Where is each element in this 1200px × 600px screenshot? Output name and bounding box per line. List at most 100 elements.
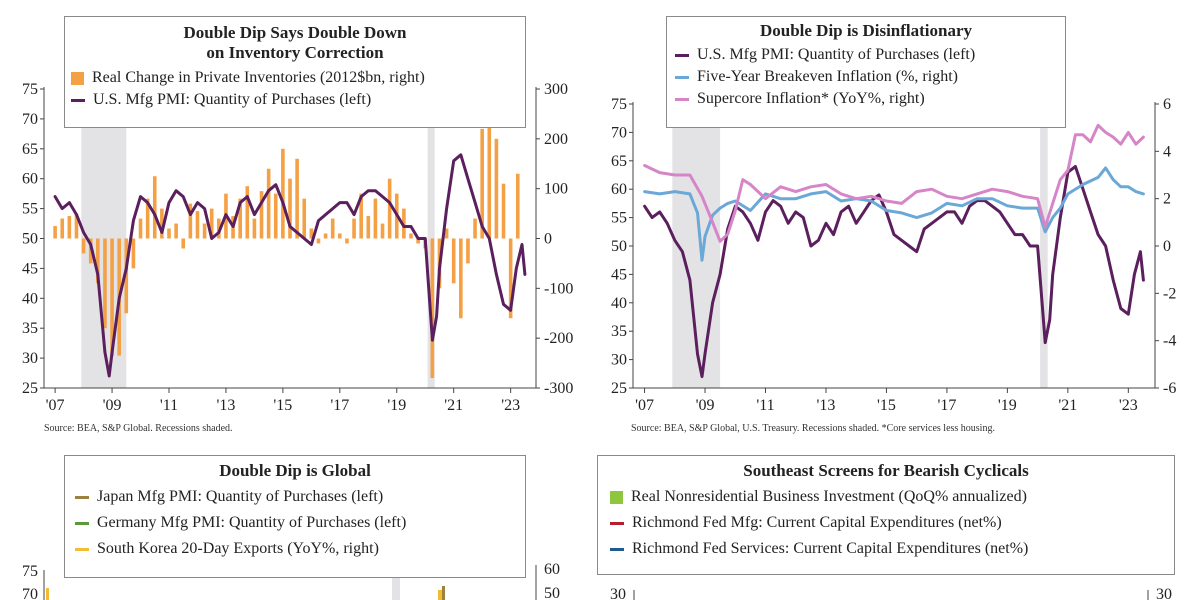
chart1-legend-item-inventories: Real Change in Private Inventories (2012… — [65, 67, 525, 89]
left-tick-label: 25 — [22, 380, 38, 397]
x-tick-label: '07 — [46, 397, 65, 414]
bar-0-12 — [138, 218, 143, 239]
series-line-1 — [53, 153, 527, 378]
pink-line-swatch-icon — [675, 97, 689, 101]
chart4-legend-label-mfg: Richmond Fed Mfg: Current Capital Expend… — [632, 514, 1002, 531]
left-tick-label: 60 — [611, 181, 627, 198]
left-tick-label: 65 — [22, 141, 38, 158]
bar-0-41 — [345, 238, 349, 244]
right-tick-label: -300 — [544, 380, 573, 397]
chart3-recession-shade — [392, 578, 400, 600]
bar-0-11 — [131, 238, 136, 269]
chart4-legend-item-services: Richmond Fed Services: Current Capital E… — [598, 536, 1174, 562]
series-line-2 — [643, 123, 1145, 243]
chart4-right-tick-label: 30 — [1156, 586, 1172, 600]
lime-swatch-icon — [610, 490, 623, 504]
bar-0-18 — [181, 238, 186, 249]
right-tick-label: -4 — [1163, 333, 1176, 350]
left-tick-label: 50 — [611, 238, 627, 255]
bar-0-4 — [81, 238, 86, 254]
x-tick-label: '15 — [877, 397, 896, 414]
bar-0-31 — [273, 193, 278, 239]
bar-0-30 — [266, 168, 271, 239]
bar-0-21 — [202, 223, 207, 239]
right-tick-label: 200 — [544, 131, 568, 148]
bar-0-55 — [444, 228, 449, 239]
bar-0-57 — [459, 238, 463, 319]
chart3-legend-label-japan: Japan Mfg PMI: Quantity of Purchases (le… — [97, 488, 384, 505]
bar-0-38 — [323, 233, 328, 239]
left-tick-label: 30 — [22, 350, 38, 367]
green-line-swatch-icon — [75, 521, 89, 525]
left-tick-label: 30 — [611, 352, 627, 369]
bar-0-64 — [508, 238, 513, 319]
bar-0-47 — [387, 178, 392, 239]
recession-shade — [1040, 104, 1048, 388]
chart2-source: Source: BEA, S&P Global, U.S. Treasury. … — [631, 423, 995, 434]
x-tick-label: '21 — [444, 397, 463, 414]
x-tick-label: '11 — [160, 397, 178, 414]
x-tick-label: '17 — [330, 397, 349, 414]
bar-0-10 — [124, 238, 129, 314]
chart2-legend: Double Dip is Disinflationary U.S. Mfg P… — [666, 16, 1066, 128]
purple-line-swatch-icon — [675, 53, 689, 57]
bar-0-61 — [487, 118, 492, 239]
x-tick-label: '23 — [1119, 397, 1138, 414]
chart2-legend-label-pmi: U.S. Mfg PMI: Quantity of Purchases (lef… — [697, 46, 976, 63]
chart2-legend-item-supercore: Supercore Inflation* (YoY%, right) — [667, 88, 1065, 110]
bar-0-6 — [96, 238, 100, 284]
chart4-title: Southeast Screens for Bearish Cyclicals — [743, 461, 1029, 480]
chart3-legend-item-korea: South Korea 20-Day Exports (YoY%, right) — [65, 536, 525, 562]
x-tick-label: '09 — [103, 397, 122, 414]
bar-0-42 — [352, 218, 356, 239]
bar-0-32 — [281, 148, 285, 239]
chart3-legend-item-japan: Japan Mfg PMI: Quantity of Purchases (le… — [65, 484, 525, 510]
chart4-legend: Southeast Screens for Bearish Cyclicals … — [597, 455, 1175, 575]
right-tick-label: 300 — [544, 81, 568, 98]
bar-0-58 — [466, 238, 470, 264]
bar-0-28 — [252, 218, 257, 239]
blue-line-swatch-icon — [675, 75, 689, 79]
left-tick-label: 75 — [22, 81, 38, 98]
left-tick-label: 45 — [22, 260, 38, 277]
bar-0-20 — [195, 211, 200, 239]
chart-disinflationary: 25 30 35 40 45 50 55 60 65 70 75 -6 -4 -2 0 2 4 6 '07 '09 '1… — [611, 96, 1176, 414]
right-tick-label: 6 — [1163, 96, 1171, 113]
chart-inventory-correction: 25 30 35 40 45 50 55 60 65 70 75 -300 -200 -100 0 100 20… — [22, 81, 573, 414]
right-tick-label: 0 — [544, 231, 552, 248]
bar-0-15 — [160, 208, 164, 239]
chart3-left-tick-label: 70 — [22, 586, 38, 600]
x-tick-label: '13 — [817, 397, 836, 414]
bar-0-14 — [152, 176, 157, 239]
left-tick-label: 55 — [611, 210, 627, 227]
bar-0-19 — [188, 203, 193, 239]
bar-0-7 — [103, 238, 107, 329]
left-tick-label: 40 — [611, 295, 627, 312]
chart-double-dip-global: 75 70 60 50 — [22, 561, 560, 600]
left-tick-label: 35 — [611, 323, 627, 340]
purple-line-swatch-icon — [71, 98, 85, 102]
bar-0-17 — [174, 223, 178, 239]
x-tick-label: '13 — [216, 397, 235, 414]
bar-0-43 — [359, 193, 363, 239]
chart3-right-tick-label: 60 — [544, 561, 560, 578]
left-tick-label: 25 — [611, 380, 627, 397]
left-tick-label: 70 — [611, 124, 627, 141]
chart1-title-line1: Double Dip Says Double Down — [183, 23, 407, 42]
bar-0-13 — [145, 198, 150, 239]
bar-0-65 — [515, 173, 520, 239]
right-tick-label: 2 — [1163, 191, 1171, 208]
bar-0-50 — [409, 233, 413, 239]
chart2-legend-label-breakeven: Five-Year Breakeven Inflation (%, right) — [697, 68, 958, 85]
right-tick-label: -200 — [544, 330, 573, 347]
left-tick-label: 40 — [22, 290, 38, 307]
bar-0-34 — [295, 158, 299, 239]
chart3-legend-label-germany: Germany Mfg PMI: Quantity of Purchases (… — [97, 514, 407, 531]
chart2-legend-item-breakeven: Five-Year Breakeven Inflation (%, right) — [667, 66, 1065, 88]
x-tick-label: '19 — [387, 397, 406, 414]
chart1-source: Source: BEA, S&P Global. Recessions shad… — [44, 423, 233, 434]
chart3-series-mark — [442, 586, 445, 600]
bar-0-27 — [245, 186, 250, 239]
chart4-legend-label-services: Richmond Fed Services: Current Capital E… — [632, 540, 1029, 557]
chart1-legend-item-pmi: U.S. Mfg PMI: Quantity of Purchases (lef… — [65, 89, 525, 111]
